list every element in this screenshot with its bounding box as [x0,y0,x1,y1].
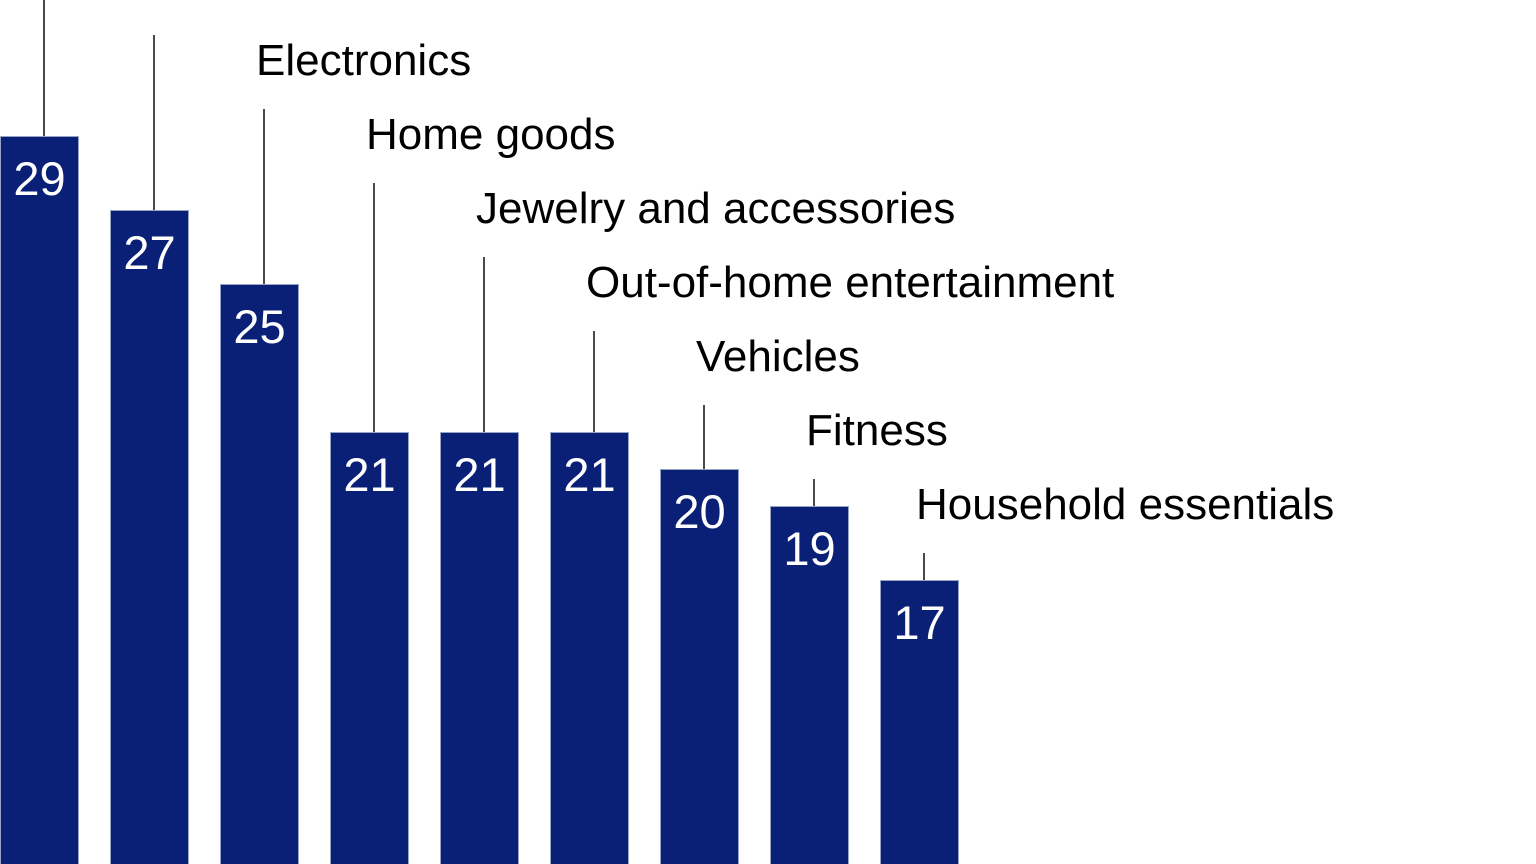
category-label: Jewelry and accessories [476,184,956,233]
bar: 21 [330,432,409,864]
bar-value-label: 21 [343,448,396,501]
bar: 29 [0,136,79,864]
leader-line [813,479,815,506]
bar: 17 [880,580,959,864]
leader-line [43,0,45,136]
leader-line [923,553,925,580]
bar-value-label: 29 [13,152,66,205]
category-label: Fitness [806,406,948,455]
leader-line [703,405,705,469]
leader-line [373,183,375,432]
bar: 21 [550,432,629,864]
bar-value-label: 17 [893,596,946,649]
category-label: Home goods [366,110,616,159]
leader-line [263,109,265,284]
leader-line [483,257,485,432]
bar: 27 [110,210,189,864]
category-label: Vehicles [696,332,860,381]
bar-value-label: 27 [123,226,176,279]
bar-value-label: 19 [783,522,836,575]
leader-line [593,331,595,432]
bar-value-label: 21 [563,448,616,501]
bar-value-label: 20 [673,485,726,538]
bar-value-label: 25 [233,300,286,353]
category-label: Out-of-home entertainment [586,258,1115,307]
bar-value-label: 21 [453,448,506,501]
bar: 21 [440,432,519,864]
leader-line [153,35,155,210]
category-label: Household essentials [916,480,1335,529]
bar: 19 [770,506,849,864]
bar: 20 [660,469,739,864]
category-label: Electronics [256,36,472,85]
bar: 25 [220,284,299,864]
